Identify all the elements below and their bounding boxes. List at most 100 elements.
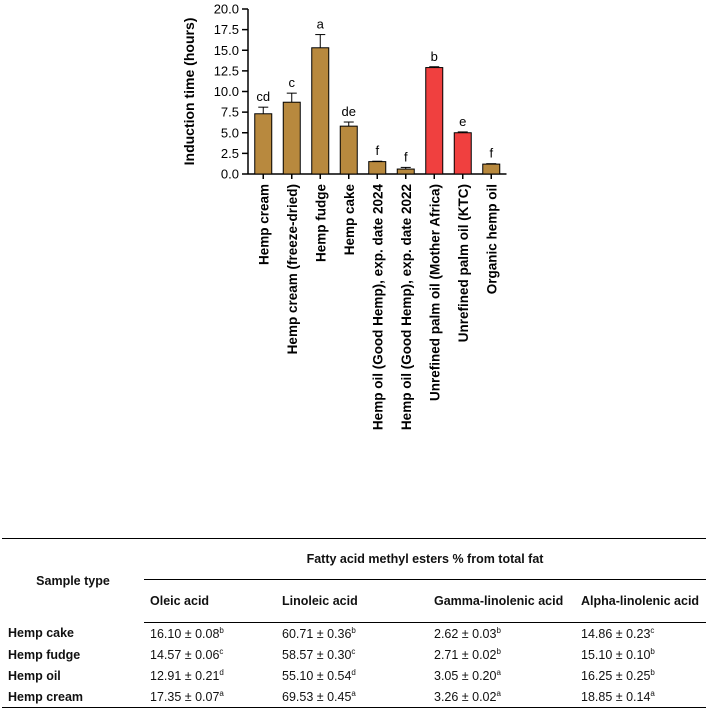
y-tick-label: 7.5 bbox=[221, 105, 239, 120]
bar bbox=[482, 163, 501, 175]
row-label: Hemp fudge bbox=[8, 647, 81, 662]
bar bbox=[368, 161, 387, 175]
column-header-gamma-linolenic: Gamma-linolenic acid bbox=[428, 579, 575, 623]
cell-value: 16.10 ± 0.08 bbox=[150, 626, 220, 641]
significance-letter: c bbox=[289, 75, 296, 90]
y-tick-label: 20.0 bbox=[214, 2, 239, 17]
table-cell: 16.10 ± 0.08b bbox=[144, 623, 276, 645]
x-tick-label: Hemp cream (freeze-dried) bbox=[285, 184, 300, 354]
table-cell: 60.71 ± 0.36b bbox=[276, 623, 428, 645]
y-tick-label: 12.5 bbox=[214, 63, 239, 78]
row-label: Hemp cake bbox=[8, 626, 75, 641]
y-tick-label: 0.0 bbox=[221, 167, 239, 182]
significance-superscript: c bbox=[219, 646, 224, 656]
row-label: Hemp oil bbox=[8, 668, 61, 683]
table-cell: 18.85 ± 0.14a bbox=[575, 686, 706, 708]
table-header-row-columns: Oleic acid Linoleic acid Gamma-linolenic… bbox=[2, 579, 706, 623]
significance-letter: a bbox=[317, 17, 325, 32]
bar bbox=[339, 125, 358, 175]
table-cell: 15.10 ± 0.10b bbox=[575, 644, 706, 665]
table-cell: 14.57 ± 0.06c bbox=[144, 644, 276, 665]
cell-value: 60.71 ± 0.36 bbox=[282, 626, 352, 641]
table-cell: 3.05 ± 0.20a bbox=[428, 665, 575, 686]
significance-superscript: b bbox=[496, 625, 501, 635]
x-tick-label: Organic hemp oil bbox=[484, 184, 499, 294]
significance-superscript: d bbox=[219, 667, 224, 677]
significance-superscript: b bbox=[219, 625, 224, 635]
bar bbox=[254, 113, 273, 175]
cell-value: 15.10 ± 0.10 bbox=[581, 647, 651, 662]
x-axis-labels: Hemp cream Hemp cream (freeze-dried) Hemp … bbox=[256, 174, 499, 430]
bar bbox=[396, 168, 415, 175]
cell-value: 12.91 ± 0.21 bbox=[150, 668, 220, 683]
table-cell: 14.86 ± 0.23c bbox=[575, 623, 706, 645]
table-cell: 2.71 ± 0.02b bbox=[428, 644, 575, 665]
x-tick-label: Unrefined palm oil (KTC) bbox=[456, 184, 471, 342]
x-tick-label: Hemp cream bbox=[256, 184, 271, 265]
significance-superscript: b bbox=[496, 646, 501, 656]
column-header-oleic: Oleic acid bbox=[144, 579, 276, 623]
significance-superscript: a bbox=[351, 688, 356, 698]
cell-value: 16.25 ± 0.25 bbox=[581, 668, 651, 683]
significance-letter: de bbox=[342, 104, 356, 119]
row-label: Hemp cream bbox=[2, 686, 144, 708]
significance-letter: b bbox=[431, 49, 438, 64]
x-tick-label: Unrefined palm oil (Mother Africa) bbox=[427, 184, 442, 401]
x-tick-label: Hemp oil (Good Hemp), exp. date 2024 bbox=[370, 184, 385, 431]
table-cell: 12.91 ± 0.21d bbox=[144, 665, 276, 686]
cell-value: 14.86 ± 0.23 bbox=[581, 626, 651, 641]
table-row: Hemp cake 16.10 ± 0.08b 60.71 ± 0.36b 2.62 … bbox=[2, 623, 706, 645]
significance-letter: f bbox=[489, 146, 493, 161]
x-tick-label: Hemp oil (Good Hemp), exp. date 2022 bbox=[399, 184, 414, 430]
significance-superscript: a bbox=[496, 667, 501, 677]
significance-superscript: a bbox=[219, 688, 224, 698]
bar bbox=[282, 101, 301, 175]
cell-value: 3.26 ± 0.02 bbox=[434, 689, 497, 704]
cell-value: 17.35 ± 0.07 bbox=[150, 689, 220, 704]
y-tick-label: 5.0 bbox=[221, 125, 239, 140]
significance-letter: f bbox=[375, 143, 379, 158]
significance-superscript: a bbox=[496, 688, 501, 698]
fatty-acid-table-container: Sample type Fatty acid methyl esters % f… bbox=[2, 538, 706, 708]
bar bbox=[311, 47, 330, 175]
induction-time-bar-chart: 0.0 2.5 5.0 7.5 10.0 12.5 15.0 17.5 20.0 cd c a de f… bbox=[181, 2, 507, 430]
table-cell: 69.53 ± 0.45a bbox=[276, 686, 428, 708]
table-row: Hemp fudge 14.57 ± 0.06c 58.57 ± 0.30c 2.71… bbox=[2, 644, 706, 665]
cell-value: 14.57 ± 0.06 bbox=[150, 647, 220, 662]
x-tick-label: Hemp cake bbox=[342, 184, 357, 256]
table-row: Hemp oil 12.91 ± 0.21d 55.10 ± 0.54d 3.05 ±… bbox=[2, 665, 706, 686]
column-header-linoleic: Linoleic acid bbox=[276, 579, 428, 623]
bar bbox=[425, 67, 444, 175]
significance-superscript: c bbox=[351, 646, 356, 656]
y-axis-label: Induction time (hours) bbox=[181, 18, 197, 166]
column-header-alpha-linolenic: Alpha-linolenic acid bbox=[575, 579, 706, 623]
y-tick-label: 17.5 bbox=[214, 22, 239, 37]
cell-value: 2.71 ± 0.02 bbox=[434, 647, 497, 662]
table-cell: 2.62 ± 0.03b bbox=[428, 623, 575, 645]
significance-letter: f bbox=[404, 149, 408, 164]
x-tick-label: Hemp fudge bbox=[313, 184, 328, 262]
significance-superscript: b bbox=[650, 646, 655, 656]
significance-letter: e bbox=[459, 114, 466, 129]
fatty-acid-table: Sample type Fatty acid methyl esters % f… bbox=[2, 538, 706, 708]
y-tick-label: 15.0 bbox=[214, 43, 239, 58]
fame-group-header: Fatty acid methyl esters % from total fa… bbox=[144, 538, 706, 580]
cell-value: 55.10 ± 0.54 bbox=[282, 668, 352, 683]
significance-superscript: b bbox=[650, 667, 655, 677]
bar bbox=[453, 132, 472, 175]
y-tick-label: 10.0 bbox=[214, 84, 239, 99]
sample-type-header: Sample type bbox=[2, 538, 144, 623]
cell-value: 18.85 ± 0.14 bbox=[581, 689, 651, 704]
significance-superscript: d bbox=[351, 667, 356, 677]
table-row: Hemp cream 17.35 ± 0.07a 69.53 ± 0.45a 3.26… bbox=[2, 686, 706, 708]
cell-value: 69.53 ± 0.45 bbox=[282, 689, 352, 704]
table-cell: 16.25 ± 0.25b bbox=[575, 665, 706, 686]
table-header-row-group: Sample type Fatty acid methyl esters % f… bbox=[2, 538, 706, 623]
significance-superscript: b bbox=[351, 625, 356, 635]
table-cell: 3.26 ± 0.02a bbox=[428, 686, 575, 708]
table-body: Hemp cake 16.10 ± 0.08b 60.71 ± 0.36b 2.62 … bbox=[2, 623, 706, 708]
y-tick-label: 2.5 bbox=[221, 146, 239, 161]
table-cell: 55.10 ± 0.54d bbox=[276, 665, 428, 686]
bars: cd c a de f f b e f bbox=[254, 17, 501, 175]
significance-letter: cd bbox=[256, 89, 270, 104]
